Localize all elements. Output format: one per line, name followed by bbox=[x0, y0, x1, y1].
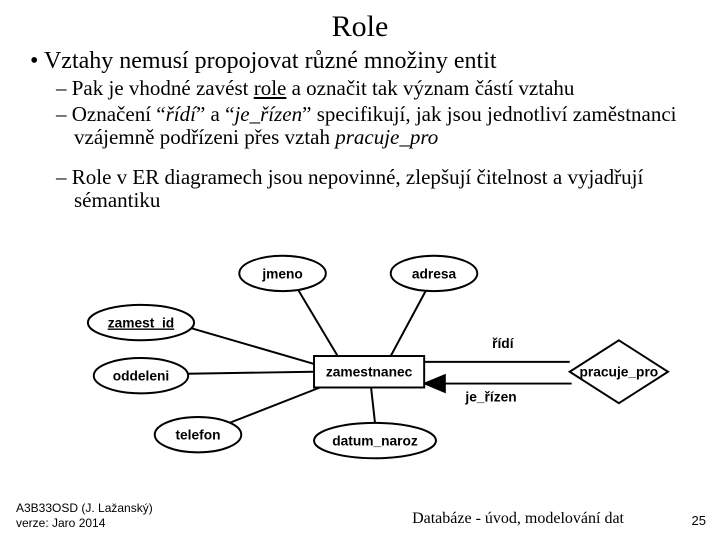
sub-bullet-1: Pak je vhodné zavést role a označit tak … bbox=[74, 77, 696, 101]
bullet-1: Vztahy nemusí propojovat různé množiny e… bbox=[24, 48, 696, 75]
attr-edge bbox=[298, 290, 337, 356]
entity-zamestnanec-label: zamestnanec bbox=[326, 365, 413, 380]
underline-role: role bbox=[254, 76, 287, 100]
page-title: Role bbox=[24, 10, 696, 44]
text: a označit tak význam částí vztahu bbox=[286, 76, 574, 100]
attr-edge bbox=[187, 372, 314, 374]
attr-jmeno-label: jmeno bbox=[261, 266, 303, 281]
attr-zamest_id-label: zamest_id bbox=[108, 316, 175, 331]
attr-edge bbox=[371, 387, 375, 422]
attr-adresa-label: adresa bbox=[412, 266, 457, 281]
attr-edge bbox=[391, 290, 426, 356]
er-diagram: řídí je_řízen jmeno adresa zamest_id oddeleni… bbox=[80, 252, 670, 462]
ridi_edge-label: řídí bbox=[492, 336, 515, 351]
text: Pak je vhodné zavést bbox=[72, 76, 254, 100]
text: a bbox=[205, 102, 225, 126]
jerizen_edge-label: je_řízen bbox=[464, 389, 516, 404]
page-number: 25 bbox=[692, 513, 706, 528]
attr-edge bbox=[192, 328, 314, 363]
relationship-pracuje_pro-label: pracuje_pro bbox=[580, 365, 659, 380]
text: Označení bbox=[72, 102, 157, 126]
italic-pracujepro: pracuje_pro bbox=[335, 125, 438, 149]
sub-bullet-2: Označení “řídí” a “je_řízen” specifikují… bbox=[74, 103, 696, 150]
italic-jerizen: je_řízen bbox=[234, 102, 302, 126]
italic-ridi: řídí bbox=[166, 102, 196, 126]
attr-edge bbox=[229, 387, 319, 422]
attr-oddeleni-label: oddeleni bbox=[113, 369, 170, 384]
attr-telefon-label: telefon bbox=[175, 428, 220, 443]
sub-bullet-3: Role v ER diagramech jsou nepovinné, zle… bbox=[74, 166, 696, 213]
attr-datum_naroz-label: datum_naroz bbox=[332, 434, 418, 449]
footer-center: Databáze - úvod, modelování dat bbox=[0, 510, 680, 528]
